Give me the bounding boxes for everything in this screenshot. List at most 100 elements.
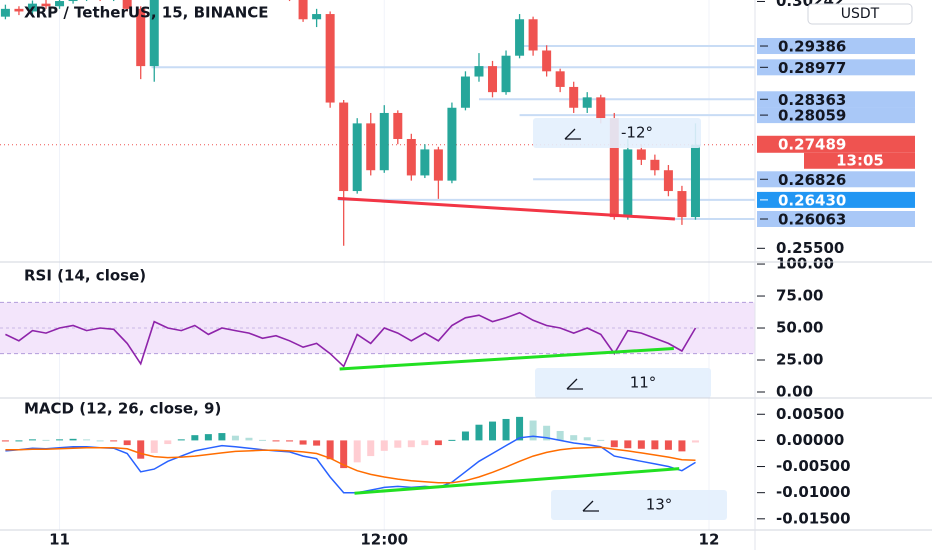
candle-body bbox=[366, 123, 376, 171]
histogram-bar bbox=[340, 440, 348, 469]
angle-label: 11° bbox=[630, 374, 657, 392]
histogram-bar bbox=[123, 440, 131, 446]
candle-body bbox=[501, 55, 511, 93]
candle-body bbox=[582, 97, 592, 108]
angle-label: -12° bbox=[621, 124, 653, 142]
candle-body bbox=[27, 3, 37, 12]
histogram-bar bbox=[69, 438, 77, 441]
candle-body bbox=[379, 112, 389, 171]
histogram-bar bbox=[191, 435, 199, 441]
histogram-bar bbox=[448, 439, 456, 441]
angle-box bbox=[533, 118, 701, 148]
y-tick-label: 0.00000 bbox=[776, 431, 844, 449]
histogram-bar bbox=[407, 440, 415, 448]
histogram-bar bbox=[678, 440, 686, 452]
macd-line bbox=[5, 446, 696, 484]
rsi-band bbox=[0, 302, 755, 354]
candle-body bbox=[474, 66, 484, 77]
candle-body bbox=[14, 8, 24, 12]
angle-icon bbox=[566, 378, 583, 390]
level-label: 0.26063 bbox=[778, 211, 846, 229]
histogram-bar bbox=[421, 440, 429, 446]
rsi-title: RSI (14, close) bbox=[24, 267, 146, 285]
candle-body bbox=[542, 50, 552, 72]
histogram-bar bbox=[313, 440, 321, 446]
y-tick-label: 0.00500 bbox=[776, 405, 844, 423]
histogram-bar bbox=[258, 439, 266, 441]
candle-body bbox=[393, 112, 403, 139]
candle-body bbox=[298, 0, 308, 20]
currency-label[interactable]: USDT bbox=[841, 6, 880, 22]
histogram-bar bbox=[502, 418, 510, 441]
histogram-bar bbox=[394, 440, 402, 448]
histogram-bar bbox=[150, 440, 158, 453]
candle-body bbox=[0, 8, 10, 17]
level-label-box bbox=[757, 59, 915, 76]
histogram-bar bbox=[299, 440, 307, 445]
histogram-bar bbox=[556, 430, 564, 441]
level-label-box bbox=[757, 171, 915, 188]
histogram-bar bbox=[570, 435, 578, 441]
candle-body bbox=[339, 102, 349, 192]
countdown-label: 13:05 bbox=[836, 151, 884, 169]
histogram-bar bbox=[475, 424, 483, 441]
candle-body bbox=[122, 0, 132, 9]
candle-body bbox=[488, 66, 498, 93]
trend-line bbox=[339, 346, 674, 371]
histogram-bar bbox=[637, 440, 645, 449]
candle-body bbox=[650, 159, 660, 171]
x-tick-label: 12 bbox=[699, 531, 720, 549]
histogram-bar bbox=[610, 440, 618, 448]
candle-body bbox=[68, 0, 78, 2]
histogram-bar bbox=[326, 440, 334, 460]
histogram-bar bbox=[15, 440, 23, 442]
angle-label: 13° bbox=[646, 496, 673, 514]
histogram-bar bbox=[286, 440, 294, 442]
histogram-bar bbox=[489, 421, 497, 441]
angle-box bbox=[535, 368, 711, 398]
level-label-box bbox=[757, 107, 915, 124]
level-label-box bbox=[757, 38, 915, 55]
x-tick-label: 12:00 bbox=[360, 531, 408, 549]
level-label: 0.28363 bbox=[778, 91, 846, 109]
histogram-bar bbox=[691, 440, 699, 443]
y-tick-label: -0.00500 bbox=[776, 457, 851, 475]
chart-title: XRP / TetherUS, 15, BINANCE bbox=[24, 4, 269, 22]
histogram-bar bbox=[96, 440, 104, 442]
histogram-bar bbox=[543, 425, 551, 441]
histogram-bar bbox=[272, 440, 280, 442]
histogram-bar bbox=[597, 439, 605, 441]
candle-body bbox=[433, 149, 443, 181]
histogram-bar bbox=[353, 440, 361, 463]
level-label-box bbox=[757, 191, 915, 208]
histogram-bar bbox=[164, 440, 172, 445]
histogram-bar bbox=[56, 439, 64, 441]
level-label-box bbox=[757, 91, 915, 108]
angle-box bbox=[551, 490, 727, 520]
histogram-bar bbox=[624, 440, 632, 449]
currency-button[interactable] bbox=[807, 3, 913, 25]
histogram-bar bbox=[110, 440, 118, 442]
candle-body bbox=[569, 86, 579, 108]
histogram-bar bbox=[651, 440, 659, 450]
histogram-bar bbox=[177, 439, 185, 441]
candle-body bbox=[406, 138, 416, 176]
y-tick-label: 100.00 bbox=[776, 255, 834, 273]
histogram-bar bbox=[583, 437, 591, 441]
angle-icon bbox=[582, 500, 599, 512]
last-price-box bbox=[757, 135, 915, 153]
histogram-bar bbox=[380, 440, 388, 451]
histogram-bar bbox=[231, 435, 239, 441]
histogram-bar bbox=[516, 416, 524, 441]
x-tick-label: 11 bbox=[49, 531, 70, 549]
candle-body bbox=[420, 149, 430, 176]
histogram-bar bbox=[218, 433, 226, 441]
countdown-box bbox=[804, 152, 915, 169]
histogram-bar bbox=[664, 440, 672, 450]
y-tick-label: -0.01000 bbox=[776, 483, 851, 501]
histogram-bar bbox=[137, 440, 145, 459]
candle-body bbox=[460, 76, 470, 108]
level-label: 0.28059 bbox=[778, 107, 846, 125]
candle-body bbox=[136, 8, 146, 67]
